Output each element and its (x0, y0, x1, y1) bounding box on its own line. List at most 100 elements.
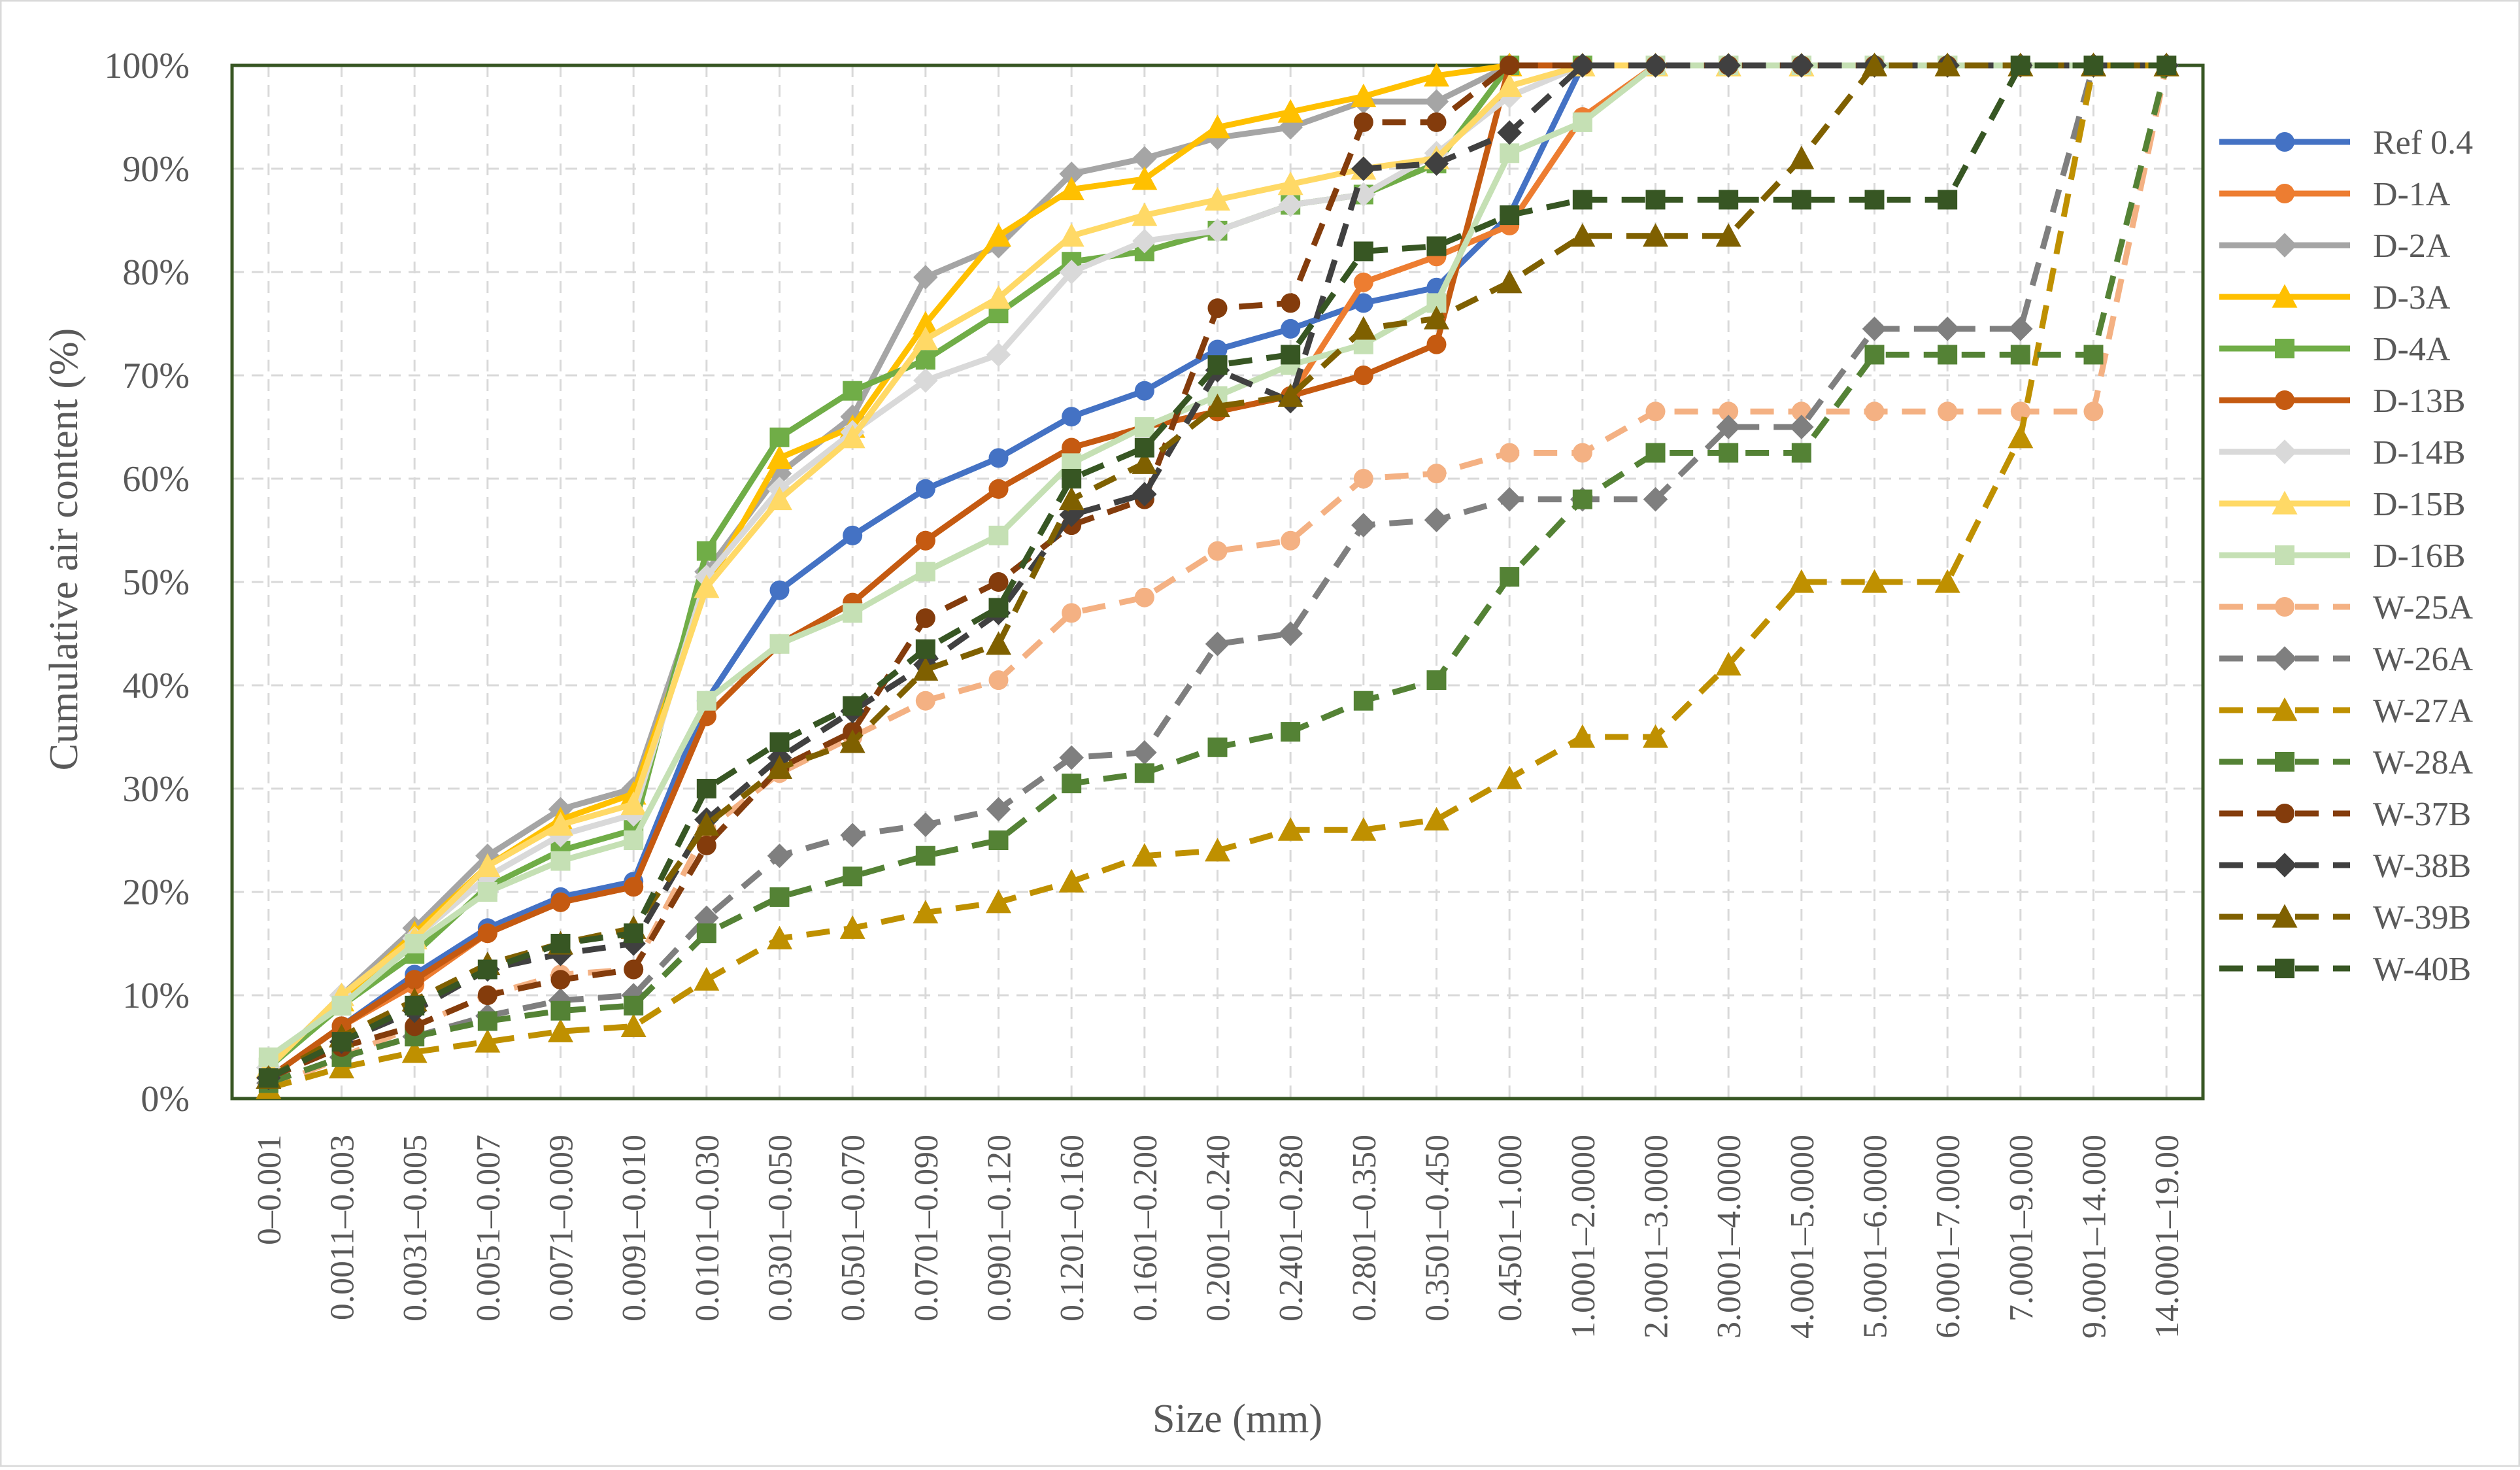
legend-swatch-marker (2275, 959, 2294, 978)
data-point (2010, 56, 2030, 75)
x-tick-label: 0.1201–0.160 (1054, 1135, 1091, 1322)
legend-label: W-25A (2373, 589, 2474, 626)
data-point (475, 1029, 501, 1053)
data-point (986, 223, 1011, 247)
y-axis-title: Cumulative air content (%) (42, 328, 86, 771)
data-point (913, 265, 938, 290)
data-point (843, 603, 863, 623)
data-point (1864, 345, 1885, 365)
data-point (1058, 868, 1084, 893)
x-tick-label: 0.1601–0.200 (1127, 1135, 1164, 1322)
data-point (1134, 587, 1154, 607)
data-point (1424, 63, 1449, 87)
data-point (769, 887, 790, 907)
data-point (1643, 487, 1668, 512)
legend-entry: W-28A (2219, 744, 2474, 781)
legend-swatch-marker (2272, 284, 2298, 308)
x-tick-label: 2.0001–3.0000 (1638, 1135, 1675, 1339)
data-point (1719, 443, 1739, 463)
data-point (1426, 464, 1447, 484)
series-layer (256, 52, 2179, 1099)
data-point (1789, 569, 1815, 593)
data-point (986, 631, 1011, 655)
data-point (1496, 269, 1522, 294)
legend-label: D-16B (2373, 538, 2466, 575)
data-point (1059, 745, 1084, 770)
data-point (840, 823, 865, 847)
legend-label: W-37B (2373, 796, 2471, 833)
data-point (1353, 691, 1373, 711)
data-point (2008, 424, 2034, 449)
legend-swatch-marker (2272, 439, 2297, 464)
data-point (2083, 402, 2104, 422)
data-point (1645, 190, 1666, 210)
data-point (1938, 190, 1958, 210)
data-point (767, 925, 792, 949)
legend-entry: D-4A (2219, 331, 2451, 368)
data-point (1426, 236, 1447, 256)
data-point (1353, 366, 1373, 385)
data-point (1791, 190, 1811, 210)
legend-swatch-marker (2275, 390, 2294, 410)
data-point (1205, 218, 1230, 243)
legend-entry: D-16B (2219, 538, 2466, 575)
x-tick-label: 0.2801–0.350 (1346, 1135, 1383, 1322)
legend-entry: Ref 0.4 (2219, 124, 2473, 162)
data-point (1059, 260, 1084, 284)
data-point (405, 1016, 425, 1036)
data-point (1281, 530, 1301, 551)
data-point (915, 846, 935, 866)
data-point (986, 285, 1011, 309)
data-point (1207, 298, 1228, 318)
data-point (1500, 56, 1520, 75)
data-point (401, 1039, 428, 1063)
legend-swatch-marker (2272, 490, 2298, 515)
data-point (1278, 192, 1303, 218)
data-point (1351, 817, 1377, 841)
data-point (1207, 339, 1228, 360)
x-tick-label: 7.0001–9.000 (2003, 1135, 2040, 1322)
y-tick-label: 70% (122, 356, 190, 396)
series-line (267, 62, 2167, 1081)
x-tick-label: 0.2401–0.280 (1273, 1135, 1310, 1322)
data-point (1715, 223, 1741, 247)
data-point (913, 311, 939, 335)
data-point (1351, 83, 1377, 107)
data-point (694, 966, 720, 991)
data-point (988, 830, 1009, 850)
legend-swatch-marker (2272, 646, 2297, 671)
data-point (1353, 241, 1373, 262)
data-point (1497, 120, 1522, 145)
data-point (1205, 114, 1230, 139)
data-point (1791, 443, 1811, 463)
legend-entry: D-15B (2219, 486, 2466, 523)
legend-label: D-3A (2373, 279, 2451, 316)
data-point (477, 1011, 497, 1031)
data-point (839, 424, 865, 449)
x-tick-label: 0.0101–0.030 (689, 1135, 726, 1322)
data-point (694, 812, 720, 836)
data-point (1496, 73, 1522, 97)
data-point (624, 830, 644, 850)
data-point (1424, 507, 1449, 532)
data-point (1278, 621, 1303, 646)
data-point (2010, 402, 2030, 422)
data-point (1572, 443, 1592, 463)
series-line (267, 62, 2167, 1081)
data-point (1500, 443, 1520, 463)
data-point (1351, 316, 1377, 340)
data-point (1132, 228, 1157, 254)
data-point (1132, 843, 1158, 867)
data-point (1134, 437, 1154, 458)
data-point (1132, 481, 1157, 507)
data-point (696, 779, 716, 798)
data-point (1277, 383, 1303, 407)
data-point (1058, 177, 1084, 201)
data-point (1570, 724, 1596, 748)
data-point (988, 598, 1009, 618)
data-point (624, 995, 644, 1016)
data-point (1645, 402, 1666, 422)
x-tick-label: 3.0001–4.0000 (1711, 1135, 1748, 1339)
data-point (988, 572, 1009, 592)
